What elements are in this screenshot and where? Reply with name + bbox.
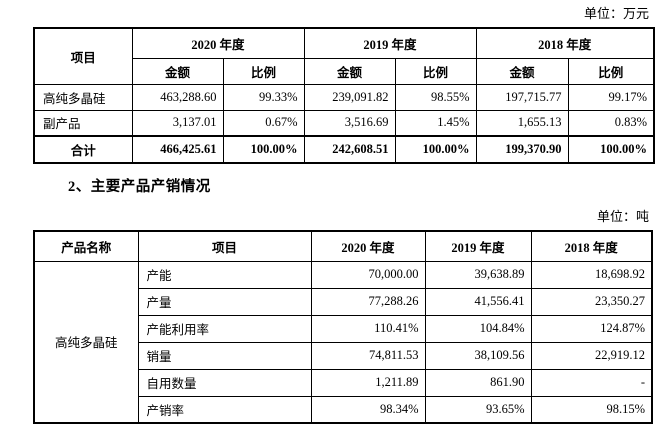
revenue-subheader-ratio-2019: 比例: [394, 57, 477, 85]
production-header-item: 项目: [137, 230, 312, 262]
production-header-year-2019: 2019 年度: [424, 230, 532, 262]
revenue-subheader-amount-2018: 金额: [475, 57, 569, 85]
production-header-product-name: 产品名称: [33, 230, 139, 262]
cell-ratio-2020: 99.33%: [222, 83, 305, 111]
cell-2019: 41,556.41: [424, 287, 532, 316]
revenue-subheader-amount-2020: 金额: [131, 57, 224, 85]
table-row-byproduct: 副产品 3,137.01 0.67% 3,516.69 1.45% 1,655.…: [33, 109, 655, 137]
unit-label-revenue: 单位：万元: [583, 6, 649, 21]
table-row-sales-ratio: 产销率 98.34% 93.65% 98.15%: [34, 395, 653, 424]
cell-2020: 77,288.26: [310, 287, 426, 316]
cell-2019: 38,109.56: [424, 341, 532, 370]
production-table: 产品名称 项目 2020 年度 2019 年度 2018 年度 高纯多晶硅 产能…: [33, 230, 653, 424]
cell-2018: 18,698.92: [530, 260, 653, 289]
production-header-year-2018: 2018 年度: [530, 230, 653, 262]
product-name-cell: 高纯多晶硅: [33, 260, 139, 424]
revenue-header-year-2020: 2020 年度: [131, 27, 305, 59]
table-row-capacity: 高纯多晶硅 产能 70,000.00 39,638.89 18,698.92: [33, 260, 653, 424]
row-label: 副产品: [33, 109, 133, 137]
row-label: 高纯多晶硅: [33, 83, 133, 111]
revenue-table-year-header-row: 项目 2020 年度 2019 年度 2018 年度: [33, 27, 655, 85]
revenue-table: 项目 2020 年度 2019 年度 2018 年度 金额 比例 金额 比例 金…: [33, 27, 655, 164]
cell-ratio-2019: 1.45%: [394, 109, 477, 137]
total-amount-2019: 242,608.51: [303, 135, 396, 164]
table-row-sales-volume: 销量 74,811.53 38,109.56 22,919.12: [34, 341, 653, 370]
cell-2018: 124.87%: [530, 314, 653, 343]
revenue-subheader-ratio-2020: 比例: [222, 57, 305, 85]
table-row-self-use: 自用数量 1,211.89 861.90 -: [34, 368, 653, 397]
row-label: 自用数量: [137, 368, 312, 397]
cell-amount-2018: 197,715.77: [475, 83, 569, 111]
cell-amount-2020: 3,137.01: [131, 109, 224, 137]
revenue-table-sub-header-row: 金额 比例 金额 比例 金额 比例: [34, 57, 655, 85]
table-row-output: 产量 77,288.26 41,556.41 23,350.27: [34, 287, 653, 316]
total-ratio-2019: 100.00%: [394, 135, 477, 164]
row-label: 产能利用率: [137, 314, 312, 343]
row-label: 产量: [137, 287, 312, 316]
total-ratio-2018: 100.00%: [567, 135, 655, 164]
production-table-header-row: 产品名称 项目 2020 年度 2019 年度 2018 年度: [33, 230, 653, 262]
cell-2018: 22,919.12: [530, 341, 653, 370]
total-amount-2020: 466,425.61: [131, 135, 224, 164]
unit-label-production: 单位：吨: [596, 209, 649, 224]
row-label: 产销率: [137, 395, 312, 424]
row-label: 销量: [137, 341, 312, 370]
cell-2020: 1,211.89: [310, 368, 426, 397]
cell-2020: 70,000.00: [310, 260, 426, 289]
cell-2020: 74,811.53: [310, 341, 426, 370]
cell-ratio-2018: 0.83%: [567, 109, 655, 137]
cell-2018: -: [530, 368, 653, 397]
cell-ratio-2018: 99.17%: [567, 83, 655, 111]
total-amount-2018: 199,370.90: [475, 135, 569, 164]
cell-amount-2019: 239,091.82: [303, 83, 396, 111]
cell-2019: 93.65%: [424, 395, 532, 424]
table-row-polysilicon: 高纯多晶硅 463,288.60 99.33% 239,091.82 98.55…: [33, 83, 655, 111]
revenue-subheader-amount-2019: 金额: [303, 57, 396, 85]
cell-amount-2020: 463,288.60: [131, 83, 224, 111]
revenue-header-year-2019: 2019 年度: [303, 27, 477, 59]
cell-2018: 23,350.27: [530, 287, 653, 316]
total-ratio-2020: 100.00%: [222, 135, 305, 164]
revenue-header-year-2018: 2018 年度: [475, 27, 655, 59]
table-row-total: 合计 466,425.61 100.00% 242,608.51 100.00%…: [33, 135, 655, 164]
revenue-header-item: 项目: [33, 27, 133, 85]
row-label: 产能: [137, 260, 312, 289]
cell-ratio-2020: 0.67%: [222, 109, 305, 137]
cell-2019: 104.84%: [424, 314, 532, 343]
cell-2019: 861.90: [424, 368, 532, 397]
cell-amount-2018: 1,655.13: [475, 109, 569, 137]
cell-2018: 98.15%: [530, 395, 653, 424]
cell-2020: 98.34%: [310, 395, 426, 424]
table-row-utilization: 产能利用率 110.41% 104.84% 124.87%: [34, 314, 653, 343]
cell-2019: 39,638.89: [424, 260, 532, 289]
section-heading: 2、主要产品产销情况: [68, 179, 211, 195]
total-label: 合计: [33, 135, 133, 164]
production-header-year-2020: 2020 年度: [310, 230, 426, 262]
cell-2020: 110.41%: [310, 314, 426, 343]
cell-amount-2019: 3,516.69: [303, 109, 396, 137]
cell-ratio-2019: 98.55%: [394, 83, 477, 111]
revenue-subheader-ratio-2018: 比例: [567, 57, 655, 85]
